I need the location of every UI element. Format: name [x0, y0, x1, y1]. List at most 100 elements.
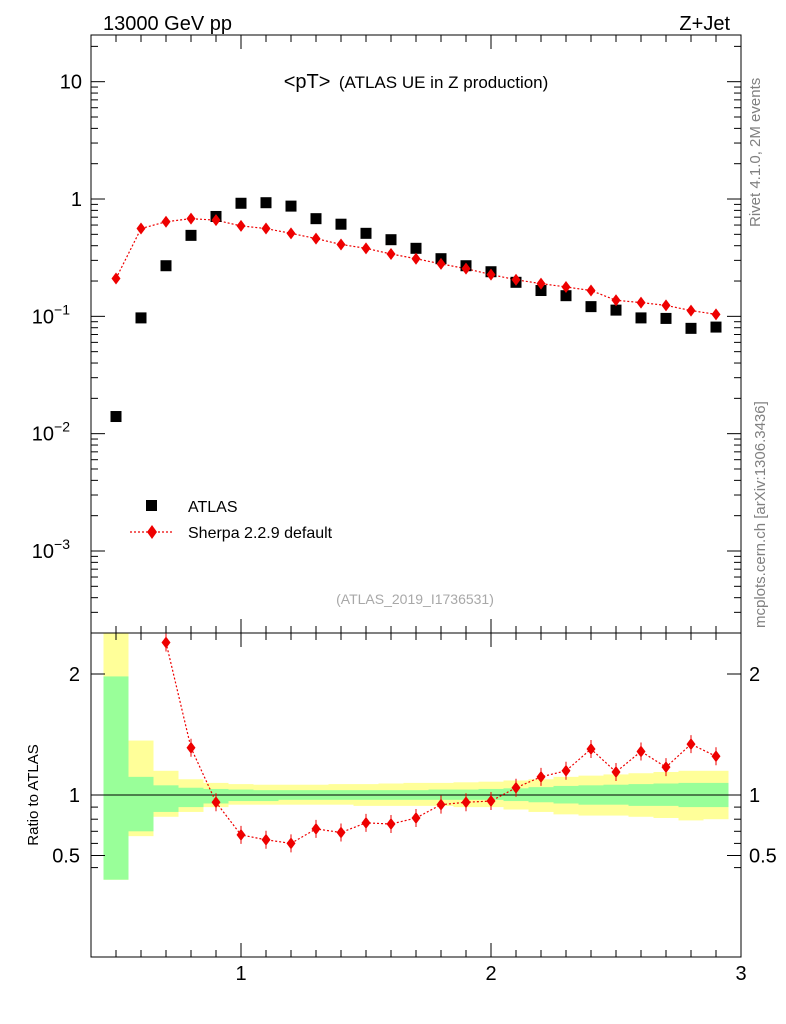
main-title-observable: <pT>	[284, 71, 331, 93]
atlas-point	[185, 229, 197, 241]
ratio-sherpa-point	[336, 826, 346, 839]
atlas-point	[360, 227, 372, 239]
ratio-ytick-label-right: 1	[749, 785, 760, 807]
sherpa-point	[511, 273, 521, 286]
main-ytick-label: 10−3	[32, 536, 70, 563]
main-ytick-base: 10	[32, 306, 54, 328]
sherpa-point	[661, 299, 671, 312]
main-ytick-label: 10−2	[32, 419, 70, 446]
atlas-point	[410, 242, 422, 254]
sherpa-point	[261, 222, 271, 235]
main-ytick-label: 10−1	[32, 301, 70, 328]
atlas-point	[335, 218, 347, 230]
ratio-sherpa-point	[361, 816, 371, 829]
ratio-sherpa-point	[636, 745, 646, 758]
sherpa-point	[561, 280, 571, 293]
atlas-point	[635, 312, 647, 324]
main-ytick-exponent: −1	[54, 301, 70, 317]
sherpa-point	[486, 268, 496, 281]
atlas-point	[710, 321, 722, 333]
rivet-version-label: Rivet 4.1.0, 2M events	[747, 78, 764, 227]
ratio-uncertainty-bands	[103, 633, 729, 880]
sherpa-line	[115, 218, 717, 315]
sherpa-point	[711, 308, 721, 321]
atlas-point	[660, 312, 672, 324]
atlas-point	[285, 200, 297, 212]
ratio-ytick-label-left: 2	[69, 664, 80, 686]
sherpa-point	[186, 212, 196, 225]
ratio-ylabel: Ratio to ATLAS	[25, 744, 42, 845]
ratio-sherpa-point	[661, 761, 671, 774]
atlas-point	[310, 213, 322, 225]
legend: ATLAS Sherpa 2.2.9 default	[130, 499, 333, 542]
legend-atlas-marker	[146, 500, 157, 511]
main-ytick-exponent: −2	[54, 419, 70, 435]
ratio-sherpa-point	[511, 781, 521, 794]
atlas-point	[585, 301, 597, 313]
green-band-segment	[128, 776, 154, 832]
ratio-sherpa-point	[161, 636, 171, 649]
ratio-sherpa-point	[286, 837, 296, 850]
green-band-segment	[153, 785, 179, 812]
atlas-point	[385, 234, 397, 246]
ratio-ytick-label-right: 0.5	[749, 846, 777, 868]
atlas-point	[560, 290, 572, 302]
sherpa-point	[211, 214, 221, 227]
main-ytick-exponent: −3	[54, 536, 70, 552]
sherpa-point	[461, 262, 471, 275]
ratio-frame	[90, 632, 742, 958]
ratio-sherpa-point	[436, 798, 446, 811]
sherpa-point	[636, 296, 646, 309]
green-band-segment	[253, 790, 279, 802]
sherpa-point	[111, 272, 121, 285]
ratio-panel: 2 2 1 1 0.5 0.5 1 2 3 Ratio to ATLAS	[25, 632, 777, 985]
main-data-marks	[110, 197, 722, 423]
sherpa-point	[611, 294, 621, 307]
ratio-xtick-label: 2	[485, 963, 496, 985]
ratio-ytick-labels: 2 2 1 1 0.5 0.5	[52, 664, 777, 868]
ratio-data-marks	[161, 633, 721, 853]
ratio-sherpa-point	[211, 796, 221, 809]
ratio-sherpa-point	[236, 828, 246, 841]
sherpa-point	[536, 277, 546, 290]
ratio-sherpa-point	[311, 822, 321, 835]
legend-atlas-label: ATLAS	[188, 499, 238, 516]
ratio-sherpa-point	[536, 770, 546, 783]
header-right-label: Z+Jet	[679, 13, 730, 35]
atlas-point	[160, 260, 172, 272]
sherpa-point	[586, 284, 596, 297]
header-left-label: 13000 GeV pp	[103, 13, 232, 35]
ratio-sherpa-point	[711, 750, 721, 763]
atlas-point	[685, 322, 697, 334]
ratio-sherpa-point	[561, 764, 571, 777]
ratio-sherpa-point	[261, 833, 271, 846]
ratio-ticks	[91, 633, 741, 957]
analysis-watermark: (ATLAS_2019_I1736531)	[336, 591, 494, 607]
ratio-ytick-label-left: 0.5	[52, 846, 80, 868]
ratio-sherpa-point	[186, 741, 196, 754]
ratio-ytick-label-right: 2	[749, 664, 760, 686]
ratio-ytick-label-left: 1	[69, 785, 80, 807]
main-ticks	[91, 35, 741, 634]
sherpa-point	[161, 215, 171, 228]
main-frame	[90, 34, 742, 634]
sherpa-point	[236, 219, 246, 232]
atlas-point	[610, 304, 622, 316]
ratio-sherpa-point	[586, 743, 596, 756]
main-title-subtitle: (ATLAS UE in Z production)	[339, 73, 548, 92]
ratio-sherpa-point	[411, 811, 421, 824]
ratio-xtick-labels: 1 2 3	[235, 963, 746, 985]
sherpa-point	[336, 238, 346, 251]
main-ytick-label: 1	[71, 189, 82, 211]
ratio-sherpa-point	[486, 795, 496, 808]
main-ytick-base: 10	[32, 424, 54, 446]
sherpa-point	[386, 247, 396, 260]
atlas-point	[110, 411, 122, 423]
ratio-sherpa-point	[386, 818, 396, 831]
sherpa-point	[436, 257, 446, 270]
atlas-point	[535, 285, 547, 297]
ratio-sherpa-point	[686, 738, 696, 751]
